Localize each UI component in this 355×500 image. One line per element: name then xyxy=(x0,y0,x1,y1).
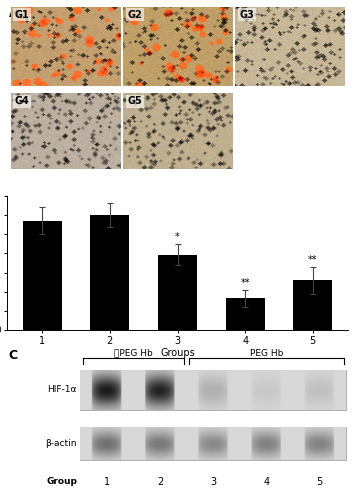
Text: 3: 3 xyxy=(210,477,216,487)
Text: HIF-1α: HIF-1α xyxy=(48,386,77,394)
Text: A: A xyxy=(9,6,18,20)
Bar xyxy=(80,370,346,410)
Text: Group: Group xyxy=(46,478,77,486)
Text: C: C xyxy=(9,349,18,362)
Bar xyxy=(90,215,130,330)
Text: **: ** xyxy=(240,278,250,288)
Bar xyxy=(293,280,332,330)
Bar xyxy=(158,254,197,330)
Bar xyxy=(225,298,265,330)
Bar xyxy=(80,428,346,460)
Text: 2: 2 xyxy=(157,477,163,487)
Text: β-actin: β-actin xyxy=(45,439,77,448)
Text: 4: 4 xyxy=(263,477,269,487)
Text: 5: 5 xyxy=(317,477,323,487)
X-axis label: Groups: Groups xyxy=(160,348,195,358)
Text: 无PEG Hb: 无PEG Hb xyxy=(114,348,153,358)
Bar xyxy=(23,221,62,330)
Text: PEG Hb: PEG Hb xyxy=(250,348,283,358)
Text: **: ** xyxy=(308,255,317,265)
Text: *: * xyxy=(175,232,180,242)
Text: 1: 1 xyxy=(104,477,110,487)
